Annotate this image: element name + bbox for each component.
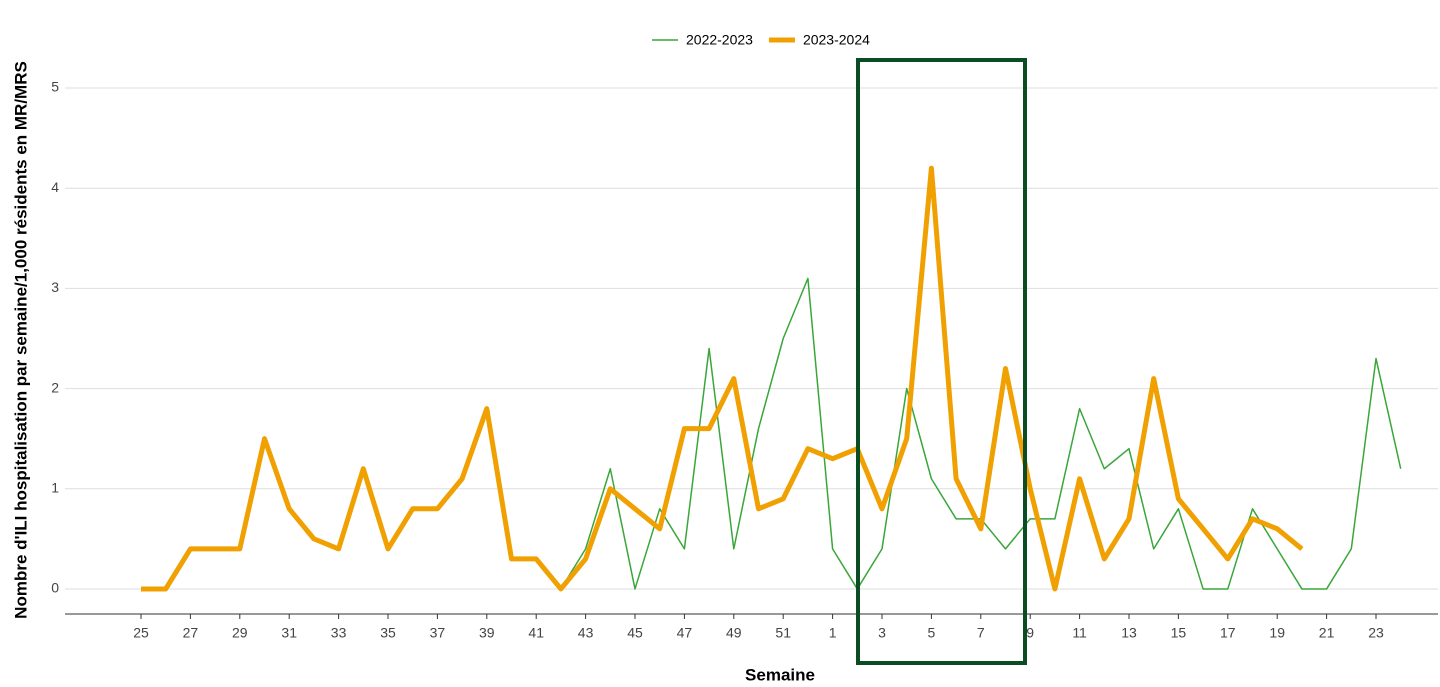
x-tick-label: 25 xyxy=(133,625,149,641)
x-tick-label: 15 xyxy=(1171,625,1187,641)
x-tick-label: 29 xyxy=(232,625,248,641)
x-tick-label: 33 xyxy=(331,625,347,641)
y-tick-label: 4 xyxy=(51,179,59,195)
x-tick-label: 37 xyxy=(430,625,446,641)
x-tick-label: 23 xyxy=(1368,625,1384,641)
series-line xyxy=(560,277,1402,590)
x-tick-label: 21 xyxy=(1319,625,1335,641)
x-tick-label: 11 xyxy=(1072,625,1087,641)
x-tick-label: 43 xyxy=(578,625,594,641)
x-tick-label: 3 xyxy=(878,625,886,641)
x-tick-label: 39 xyxy=(479,625,495,641)
x-tick-label: 9 xyxy=(1026,625,1034,641)
legend-label: 2023-2024 xyxy=(803,32,870,48)
x-tick-label: 47 xyxy=(677,625,693,641)
x-tick-label: 5 xyxy=(928,625,936,641)
x-tick-label: 1 xyxy=(829,625,837,641)
x-tick-label: 13 xyxy=(1121,625,1137,641)
series-line xyxy=(141,165,1304,592)
y-tick-label: 3 xyxy=(51,279,59,295)
x-tick-label: 45 xyxy=(627,625,643,641)
x-axis-title: Semaine xyxy=(745,665,815,684)
y-tick-label: 5 xyxy=(51,79,59,95)
x-tick-label: 19 xyxy=(1269,625,1285,641)
x-tick-label: 41 xyxy=(528,625,544,641)
legend-label: 2022-2023 xyxy=(686,32,753,48)
y-tick-label: 0 xyxy=(51,580,59,596)
x-tick-label: 17 xyxy=(1220,625,1236,641)
x-tick-label: 7 xyxy=(977,625,985,641)
x-tick-label: 49 xyxy=(726,625,742,641)
x-tick-label: 27 xyxy=(183,625,199,641)
y-tick-label: 2 xyxy=(51,379,59,395)
x-tick-label: 35 xyxy=(380,625,396,641)
highlight-box xyxy=(856,58,1027,665)
x-tick-label: 51 xyxy=(775,625,791,641)
x-tick-label: 31 xyxy=(281,625,297,641)
y-tick-label: 1 xyxy=(51,479,59,495)
y-axis-title: Nombre d'ILI hospitalisation par semaine… xyxy=(11,61,30,619)
